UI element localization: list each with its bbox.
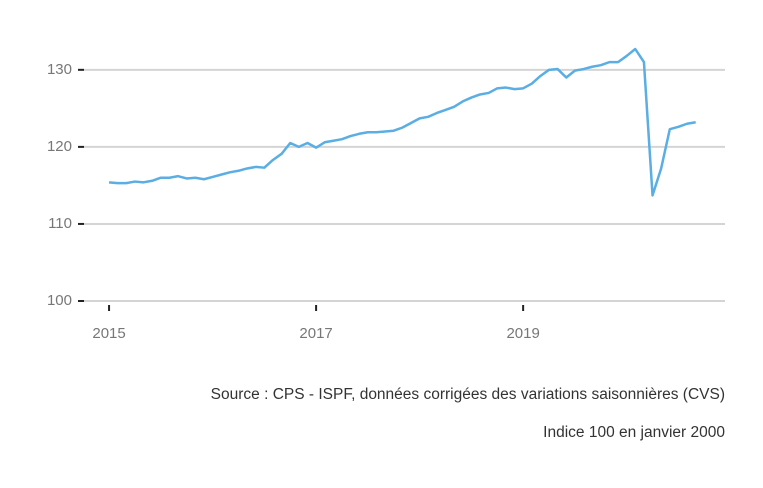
x-tick-label: 2015 (92, 325, 125, 342)
x-tick-label: 2017 (299, 325, 332, 342)
y-tick-label: 120 (47, 138, 72, 155)
y-tick-label: 130 (47, 61, 72, 78)
y-tick-label: 110 (48, 215, 72, 232)
x-tick-label: 2019 (506, 325, 539, 342)
y-tick-label: 100 (47, 292, 72, 309)
index-note: Indice 100 en janvier 2000 (543, 424, 725, 441)
data-line (108, 47, 696, 197)
source-note: Source : CPS - ISPF, données corrigées d… (211, 386, 725, 403)
